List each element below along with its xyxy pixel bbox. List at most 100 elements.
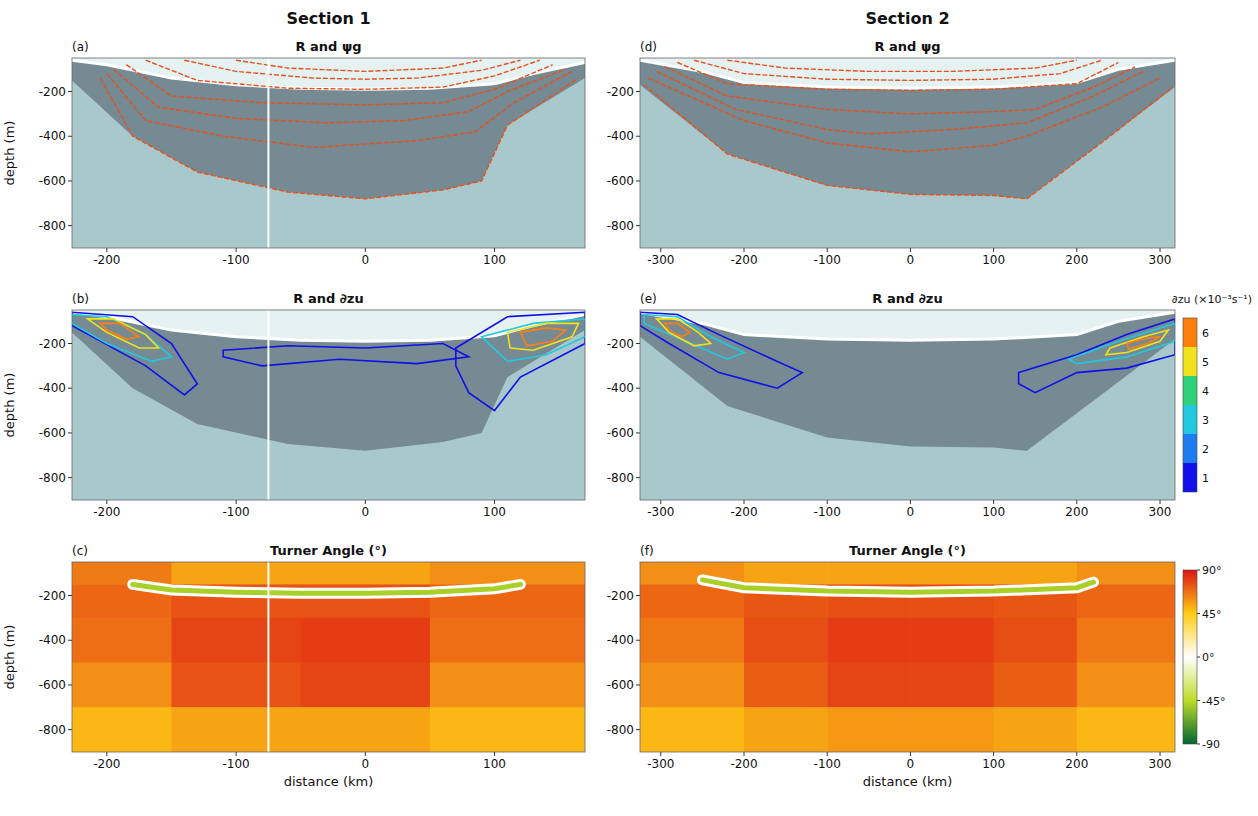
colorbar-label: ∂zu (×10⁻³s⁻¹): [1172, 293, 1252, 306]
turner-cell: [827, 663, 911, 708]
x-tick-label: 0: [362, 505, 370, 519]
thermocline-band: [702, 580, 1093, 592]
lens: [72, 58, 585, 89]
y-tick: [68, 684, 72, 685]
turner-cell: [910, 663, 994, 708]
x-tick-label: -300: [647, 253, 674, 267]
figure: -200-1000100-800-600-400-200R and ψg(a)S…: [0, 0, 1258, 816]
x-tick: [1160, 752, 1161, 756]
colorbar-tick-label: 3: [1202, 414, 1209, 427]
panel-letter: (d): [640, 40, 657, 54]
x-tick: [365, 500, 366, 504]
x-tick-label: 300: [1149, 253, 1172, 267]
y-tick-label: -800: [39, 219, 66, 233]
x-tick: [494, 500, 495, 504]
colorbar: [1183, 570, 1197, 744]
frame: [640, 58, 1175, 248]
shear-contour: [1069, 323, 1176, 363]
streamfunction-contour: [100, 78, 578, 199]
column-title: Section 2: [865, 9, 949, 28]
x-tick-label: 100: [982, 757, 1005, 771]
panel-letter: (a): [72, 40, 89, 54]
x-tick-label: -100: [814, 757, 841, 771]
streamfunction-contour: [236, 60, 482, 71]
turner-cell: [171, 707, 301, 752]
x-tick: [1160, 500, 1161, 504]
plot-area: [640, 562, 1175, 752]
streamfunction-contour: [184, 60, 520, 79]
y-tick: [68, 91, 72, 92]
colorbar-frame: [1183, 318, 1197, 492]
plot-area: [640, 310, 1175, 500]
turner-cell: [72, 707, 172, 752]
colorbar-tick-label: 90°: [1202, 564, 1222, 577]
x-tick-label: -200: [93, 757, 120, 771]
colorbar-tick-label: 6: [1202, 327, 1209, 340]
x-tick: [106, 752, 107, 756]
background: [72, 310, 585, 500]
plot-area: [72, 562, 585, 752]
x-tick: [1076, 752, 1077, 756]
reflective-bowl: [72, 310, 585, 451]
plot-area: [640, 58, 1175, 248]
shear-contour: [1106, 330, 1168, 355]
colorbar-tick-label: -45°: [1202, 695, 1225, 708]
y-tick-label: -400: [39, 129, 66, 143]
shear-contour: [1127, 337, 1160, 349]
frame: [72, 310, 585, 500]
background: [640, 310, 1175, 500]
streamfunction-contour: [694, 60, 1102, 80]
x-tick: [910, 248, 911, 252]
y-tick-label: -600: [39, 678, 66, 692]
x-tick-label: 0: [907, 253, 915, 267]
x-tick: [993, 500, 994, 504]
x-tick: [1160, 248, 1161, 252]
turner-cell: [1077, 584, 1175, 618]
y-tick: [636, 640, 640, 641]
shear-contour: [72, 312, 197, 395]
data-gap: [267, 562, 269, 752]
colorbar-tick-label: 0°: [1202, 651, 1215, 664]
panel-title: Turner Angle (°): [270, 543, 387, 558]
y-tick: [636, 136, 640, 137]
colorbar-segment: [1183, 434, 1197, 463]
turner-cell: [430, 663, 585, 708]
y-tick: [636, 225, 640, 226]
y-tick: [636, 91, 640, 92]
column-title: Section 1: [286, 9, 370, 28]
colorbar-tick: [1197, 700, 1200, 701]
x-tick-label: -100: [222, 505, 249, 519]
shear-contour: [520, 328, 565, 346]
y-tick: [68, 343, 72, 344]
y-tick-label: -400: [607, 129, 634, 143]
band-halo: [702, 580, 1093, 592]
shear-contour: [644, 315, 744, 360]
y-axis-title: depth (m): [2, 625, 17, 690]
x-tick: [660, 752, 661, 756]
y-tick-label: -600: [39, 426, 66, 440]
x-tick-label: -100: [222, 757, 249, 771]
band-halo: [133, 584, 521, 593]
x-tick-label: 300: [1149, 757, 1172, 771]
colorbar-segment: [1183, 318, 1197, 347]
colorbar-tick: [1197, 657, 1200, 658]
y-tick-label: -200: [39, 85, 66, 99]
turner-cell: [301, 663, 431, 708]
x-tick-label: -100: [814, 253, 841, 267]
x-tick-label: -200: [730, 505, 757, 519]
x-tick-label: -300: [647, 757, 674, 771]
y-tick-label: -800: [607, 219, 634, 233]
turner-cell: [430, 618, 585, 663]
colorbar-tick-label: 1: [1202, 472, 1209, 485]
turner-cell: [827, 562, 911, 585]
y-tick-label: -800: [607, 723, 634, 737]
y-tick-label: -400: [607, 633, 634, 647]
colorbar-segment: [1183, 463, 1197, 492]
y-tick: [636, 432, 640, 433]
reflective-bowl: [72, 58, 585, 199]
x-tick: [660, 500, 661, 504]
background: [640, 58, 1175, 248]
shear-contour: [100, 323, 139, 339]
turner-cell: [1077, 618, 1175, 663]
streamfunction-contour: [727, 60, 1076, 71]
